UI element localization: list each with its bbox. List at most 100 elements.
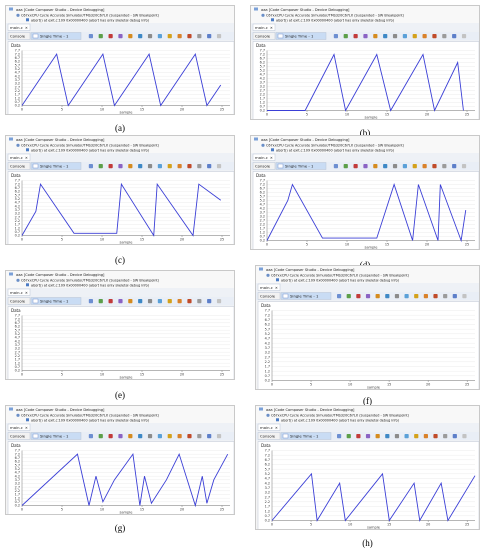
- toolbar-button-icon[interactable]: [385, 294, 390, 299]
- toolbar-button-icon[interactable]: [207, 164, 212, 169]
- tab-single-time[interactable]: [280, 292, 332, 300]
- toolbar-button-icon[interactable]: [118, 299, 123, 304]
- toolbar-button-icon[interactable]: [461, 34, 467, 39]
- toolbar-button-icon[interactable]: [167, 299, 172, 304]
- toolbar-button-icon[interactable]: [414, 294, 419, 299]
- toolbar-button-icon[interactable]: [177, 434, 182, 439]
- toolbar-button-icon[interactable]: [197, 164, 202, 169]
- tab-main-c[interactable]: [252, 23, 276, 31]
- toolbar-button-icon[interactable]: [118, 34, 123, 39]
- toolbar-button-icon[interactable]: [88, 434, 93, 439]
- toolbar-button-icon[interactable]: [333, 34, 338, 39]
- toolbar-button-icon[interactable]: [452, 294, 457, 299]
- toolbar-button-icon[interactable]: [404, 294, 409, 299]
- toolbar-button-icon[interactable]: [375, 294, 380, 299]
- toolbar-button-icon[interactable]: [343, 164, 348, 169]
- toolbar-button-icon[interactable]: [177, 34, 182, 39]
- toolbar-button-icon[interactable]: [394, 434, 400, 439]
- toolbar-button-icon[interactable]: [452, 34, 457, 39]
- toolbar-button-icon[interactable]: [207, 299, 212, 304]
- toolbar-button-icon[interactable]: [138, 434, 143, 439]
- tab-console[interactable]: [252, 162, 276, 170]
- toolbar-button-icon[interactable]: [394, 294, 400, 299]
- tab-main-c[interactable]: [7, 423, 31, 431]
- toolbar-button-icon[interactable]: [392, 164, 398, 169]
- tab-single-time[interactable]: [30, 32, 82, 40]
- tab-console[interactable]: [7, 162, 31, 170]
- toolbar-button-icon[interactable]: [157, 164, 162, 169]
- tab-single-time[interactable]: [30, 297, 82, 305]
- toolbar-button-icon[interactable]: [88, 34, 93, 39]
- toolbar-button-icon[interactable]: [443, 294, 448, 299]
- toolbar-button-icon[interactable]: [177, 164, 182, 169]
- toolbar-button-icon[interactable]: [88, 164, 93, 169]
- toolbar-button-icon[interactable]: [442, 34, 447, 39]
- tab-console[interactable]: [252, 32, 276, 40]
- toolbar-button-icon[interactable]: [167, 164, 172, 169]
- tab-main-c[interactable]: [7, 288, 31, 296]
- toolbar-button-icon[interactable]: [414, 434, 419, 439]
- toolbar-button-icon[interactable]: [356, 294, 361, 299]
- tab-single-time[interactable]: [30, 432, 82, 440]
- toolbar-button-icon[interactable]: [433, 294, 438, 299]
- toolbar-icons[interactable]: [333, 164, 467, 169]
- toolbar-icons[interactable]: [88, 299, 222, 304]
- toolbar-button-icon[interactable]: [147, 34, 153, 39]
- toolbar-button-icon[interactable]: [353, 164, 358, 169]
- toolbar-button-icon[interactable]: [402, 34, 407, 39]
- toolbar-button-icon[interactable]: [197, 299, 202, 304]
- toolbar-button-icon[interactable]: [216, 34, 222, 39]
- toolbar-button-icon[interactable]: [138, 299, 143, 304]
- toolbar-button-icon[interactable]: [197, 434, 202, 439]
- tab-single-time[interactable]: [275, 162, 327, 170]
- toolbar-button-icon[interactable]: [375, 434, 380, 439]
- toolbar-button-icon[interactable]: [365, 294, 371, 299]
- toolbar-button-icon[interactable]: [422, 164, 427, 169]
- toolbar-button-icon[interactable]: [187, 299, 192, 304]
- toolbar-button-icon[interactable]: [353, 34, 358, 39]
- tab-console[interactable]: [257, 292, 281, 300]
- toolbar-button-icon[interactable]: [207, 34, 212, 39]
- toolbar-button-icon[interactable]: [138, 34, 143, 39]
- toolbar-button-icon[interactable]: [216, 434, 222, 439]
- toolbar-button-icon[interactable]: [346, 434, 351, 439]
- toolbar-button-icon[interactable]: [157, 299, 162, 304]
- toolbar-icons[interactable]: [337, 294, 467, 299]
- toolbar-button-icon[interactable]: [147, 434, 153, 439]
- toolbar-button-icon[interactable]: [385, 434, 390, 439]
- toolbar-button-icon[interactable]: [343, 34, 348, 39]
- toolbar-button-icon[interactable]: [138, 164, 143, 169]
- tab-single-time[interactable]: [275, 32, 327, 40]
- toolbar-button-icon[interactable]: [423, 434, 428, 439]
- toolbar-button-icon[interactable]: [98, 34, 103, 39]
- toolbar-button-icon[interactable]: [216, 164, 222, 169]
- toolbar-button-icon[interactable]: [118, 164, 123, 169]
- toolbar-button-icon[interactable]: [216, 299, 222, 304]
- toolbar-button-icon[interactable]: [177, 299, 182, 304]
- toolbar-button-icon[interactable]: [98, 434, 103, 439]
- toolbar-button-icon[interactable]: [346, 294, 351, 299]
- toolbar-button-icon[interactable]: [383, 164, 388, 169]
- toolbar-button-icon[interactable]: [108, 164, 113, 169]
- toolbar-button-icon[interactable]: [373, 164, 378, 169]
- toolbar-button-icon[interactable]: [333, 164, 338, 169]
- toolbar-button-icon[interactable]: [108, 434, 113, 439]
- tab-single-time[interactable]: [280, 432, 332, 440]
- toolbar-button-icon[interactable]: [337, 434, 342, 439]
- tab-main-c[interactable]: [7, 23, 31, 31]
- toolbar-button-icon[interactable]: [373, 34, 378, 39]
- toolbar-button-icon[interactable]: [443, 434, 448, 439]
- tab-console[interactable]: [7, 432, 31, 440]
- toolbar-button-icon[interactable]: [442, 164, 447, 169]
- tab-single-time[interactable]: [30, 162, 82, 170]
- toolbar-button-icon[interactable]: [402, 164, 407, 169]
- toolbar-button-icon[interactable]: [462, 434, 467, 439]
- toolbar-icons[interactable]: [337, 434, 467, 439]
- toolbar-button-icon[interactable]: [118, 434, 123, 439]
- toolbar-button-icon[interactable]: [128, 299, 133, 304]
- toolbar-button-icon[interactable]: [108, 299, 113, 304]
- toolbar-button-icon[interactable]: [98, 164, 103, 169]
- toolbar-button-icon[interactable]: [461, 164, 467, 169]
- toolbar-button-icon[interactable]: [462, 294, 467, 299]
- tab-main-c[interactable]: [257, 283, 281, 291]
